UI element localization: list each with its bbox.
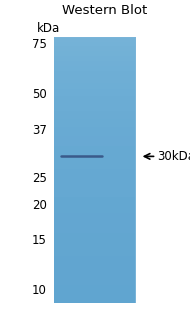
Text: 10: 10 [32,283,47,297]
Text: 30kDa: 30kDa [157,150,190,163]
Text: 15: 15 [32,234,47,247]
Text: 20: 20 [32,199,47,212]
Text: kDa: kDa [37,22,61,35]
Text: 37: 37 [32,124,47,138]
Text: 75: 75 [32,38,47,51]
Text: 50: 50 [32,88,47,101]
Text: 25: 25 [32,172,47,185]
Bar [54,37,136,303]
Text: Western Blot: Western Blot [62,4,147,17]
